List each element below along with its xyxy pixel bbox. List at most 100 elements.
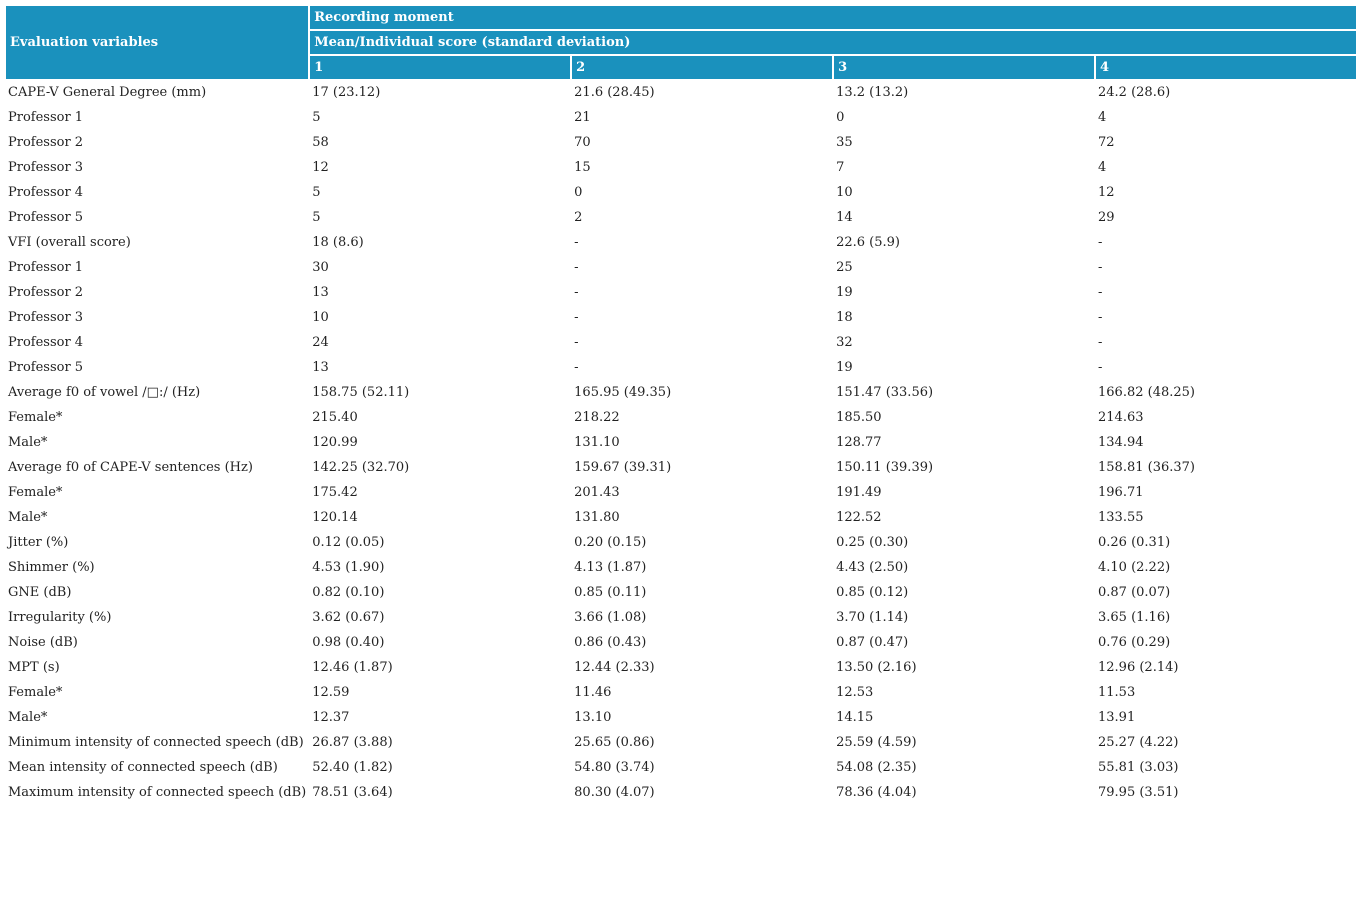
cell-moment-3: 0.25 (0.30) bbox=[836, 535, 909, 550]
cell-moment-3: 3.70 (1.14) bbox=[836, 610, 909, 625]
cell-moment-3: 19 bbox=[836, 360, 853, 375]
row-label: Shimmer (%) bbox=[8, 560, 95, 575]
row-label: Male* bbox=[8, 710, 48, 725]
cell-moment-1: 4.53 (1.90) bbox=[312, 560, 385, 575]
cell-moment-1: 0.82 (0.10) bbox=[312, 585, 385, 600]
table-row: Female* 175.42 201.43 191.49 196.71 bbox=[6, 481, 1356, 504]
cell-moment-3: 0.85 (0.12) bbox=[836, 585, 909, 600]
cell-moment-3: 25.59 (4.59) bbox=[836, 735, 917, 750]
header-row-subtitle: Mean/Individual score (standard deviatio… bbox=[6, 31, 1356, 54]
cell-moment-2: 25.65 (0.86) bbox=[574, 735, 655, 750]
cell-moment-1: 0.12 (0.05) bbox=[312, 535, 385, 550]
cell-moment-3: 4.43 (2.50) bbox=[836, 560, 909, 575]
table-row: Minimum intensity of connected speech (d… bbox=[6, 731, 1356, 754]
cell-moment-3: 128.77 bbox=[836, 435, 882, 450]
table-row: Male* 120.14 131.80 122.52 133.55 bbox=[6, 506, 1356, 529]
table-row: Average f0 of CAPE-V sentences (Hz) 142.2… bbox=[6, 456, 1356, 479]
cell-moment-4: - bbox=[1098, 360, 1103, 375]
cell-moment-1: 26.87 (3.88) bbox=[312, 735, 393, 750]
row-label: VFI (overall score) bbox=[8, 235, 131, 250]
table-row: Professor 1 5 21 0 4 bbox=[6, 106, 1356, 129]
row-label: Professor 3 bbox=[8, 310, 84, 325]
row-label: Male* bbox=[8, 510, 48, 525]
table-row: Professor 3 12 15 7 4 bbox=[6, 156, 1356, 179]
row-label: Professor 4 bbox=[8, 185, 84, 200]
cell-moment-1: 58 bbox=[312, 135, 329, 150]
cell-moment-3: 12.53 bbox=[836, 685, 874, 700]
cell-moment-2: 218.22 bbox=[574, 410, 620, 425]
row-label: Professor 2 bbox=[8, 135, 84, 150]
row-label: GNE (dB) bbox=[8, 585, 72, 600]
row-label: Average f0 of CAPE-V sentences (Hz) bbox=[8, 460, 253, 475]
row-label: Noise (dB) bbox=[8, 635, 78, 650]
row-label: Female* bbox=[8, 685, 63, 700]
table-row: CAPE-V General Degree (mm) 17 (23.12) 21.6… bbox=[6, 81, 1356, 104]
cell-moment-4: 0.87 (0.07) bbox=[1098, 585, 1171, 600]
cell-moment-4: 166.82 (48.25) bbox=[1098, 385, 1195, 400]
cell-moment-3: 13.50 (2.16) bbox=[836, 660, 917, 675]
cell-moment-2: - bbox=[574, 310, 579, 325]
cell-moment-1: 10 bbox=[312, 310, 329, 325]
row-label: Minimum intensity of connected speech (d… bbox=[8, 735, 304, 750]
cell-moment-3: 14 bbox=[836, 210, 853, 225]
moment-header-2: 2 bbox=[572, 56, 833, 79]
cell-moment-2: 131.10 bbox=[574, 435, 620, 450]
row-label-header: Evaluation variables bbox=[6, 6, 309, 79]
moment-header-3: 3 bbox=[834, 56, 1094, 79]
table-row: Irregularity (%) 3.62 (0.67) 3.66 (1.08) 3.… bbox=[6, 606, 1356, 629]
cell-moment-1: 3.62 (0.67) bbox=[312, 610, 385, 625]
cell-moment-3: 0 bbox=[836, 110, 845, 125]
row-label: Professor 4 bbox=[8, 335, 84, 350]
cell-moment-2: 0.85 (0.11) bbox=[574, 585, 647, 600]
cell-moment-1: 0.98 (0.40) bbox=[312, 635, 385, 650]
table-row: Jitter (%) 0.12 (0.05) 0.20 (0.15) 0.25 (0.… bbox=[6, 531, 1356, 554]
cell-moment-2: 80.30 (4.07) bbox=[574, 785, 655, 800]
table-row: Male* 12.37 13.10 14.15 13.91 bbox=[6, 706, 1356, 729]
table-row: VFI (overall score) 18 (8.6) - 22.6 (5.9) - bbox=[6, 231, 1356, 254]
table-body: CAPE-V General Degree (mm) 17 (23.12) 21.6… bbox=[6, 81, 1356, 804]
cell-moment-2: 0.20 (0.15) bbox=[574, 535, 647, 550]
row-label: Maximum intensity of connected speech (d… bbox=[8, 785, 307, 800]
score-type-header: Mean/Individual score (standard deviatio… bbox=[310, 31, 1356, 54]
row-label: Female* bbox=[8, 410, 63, 425]
row-label: Professor 3 bbox=[8, 160, 84, 175]
table-row: Professor 3 10 - 18 - bbox=[6, 306, 1356, 329]
row-label: Professor 1 bbox=[8, 110, 84, 125]
table-row: MPT (s) 12.46 (1.87) 12.44 (2.33) 13.50 (2.… bbox=[6, 656, 1356, 679]
table-row: Professor 2 13 - 19 - bbox=[6, 281, 1356, 304]
cell-moment-2: 131.80 bbox=[574, 510, 620, 525]
table-row: Shimmer (%) 4.53 (1.90) 4.13 (1.87) 4.43 (2… bbox=[6, 556, 1356, 579]
cell-moment-3: 25 bbox=[836, 260, 853, 275]
cell-moment-1: 175.42 bbox=[312, 485, 358, 500]
cell-moment-2: 54.80 (3.74) bbox=[574, 760, 655, 775]
cell-moment-2: 159.67 (39.31) bbox=[574, 460, 672, 475]
cell-moment-1: 120.99 bbox=[312, 435, 358, 450]
table-row: Professor 4 24 - 32 - bbox=[6, 331, 1356, 354]
row-label: Mean intensity of connected speech (dB) bbox=[8, 760, 278, 775]
row-label: Professor 5 bbox=[8, 210, 84, 225]
cell-moment-4: 25.27 (4.22) bbox=[1098, 735, 1179, 750]
row-label: Female* bbox=[8, 485, 63, 500]
cell-moment-1: 30 bbox=[312, 260, 329, 275]
cell-moment-1: 17 (23.12) bbox=[312, 85, 381, 100]
cell-moment-2: 3.66 (1.08) bbox=[574, 610, 647, 625]
cell-moment-4: 134.94 bbox=[1098, 435, 1144, 450]
cell-moment-4: 133.55 bbox=[1098, 510, 1144, 525]
cell-moment-3: 54.08 (2.35) bbox=[836, 760, 917, 775]
cell-moment-3: 13.2 (13.2) bbox=[836, 85, 909, 100]
cell-moment-1: 52.40 (1.82) bbox=[312, 760, 393, 775]
table-row: Noise (dB) 0.98 (0.40) 0.86 (0.43) 0.87 (0.… bbox=[6, 631, 1356, 654]
cell-moment-2: 0.86 (0.43) bbox=[574, 635, 647, 650]
cell-moment-4: 0.76 (0.29) bbox=[1098, 635, 1171, 650]
cell-moment-1: 13 bbox=[312, 360, 329, 375]
cell-moment-4: - bbox=[1098, 260, 1103, 275]
cell-moment-3: 7 bbox=[836, 160, 845, 175]
cell-moment-1: 215.40 bbox=[312, 410, 358, 425]
cell-moment-3: 78.36 (4.04) bbox=[836, 785, 917, 800]
cell-moment-2: 11.46 bbox=[574, 685, 612, 700]
cell-moment-2: 2 bbox=[574, 210, 583, 225]
cell-moment-4: 0.26 (0.31) bbox=[1098, 535, 1171, 550]
row-label: Professor 2 bbox=[8, 285, 84, 300]
cell-moment-1: 5 bbox=[312, 110, 321, 125]
cell-moment-3: 185.50 bbox=[836, 410, 882, 425]
